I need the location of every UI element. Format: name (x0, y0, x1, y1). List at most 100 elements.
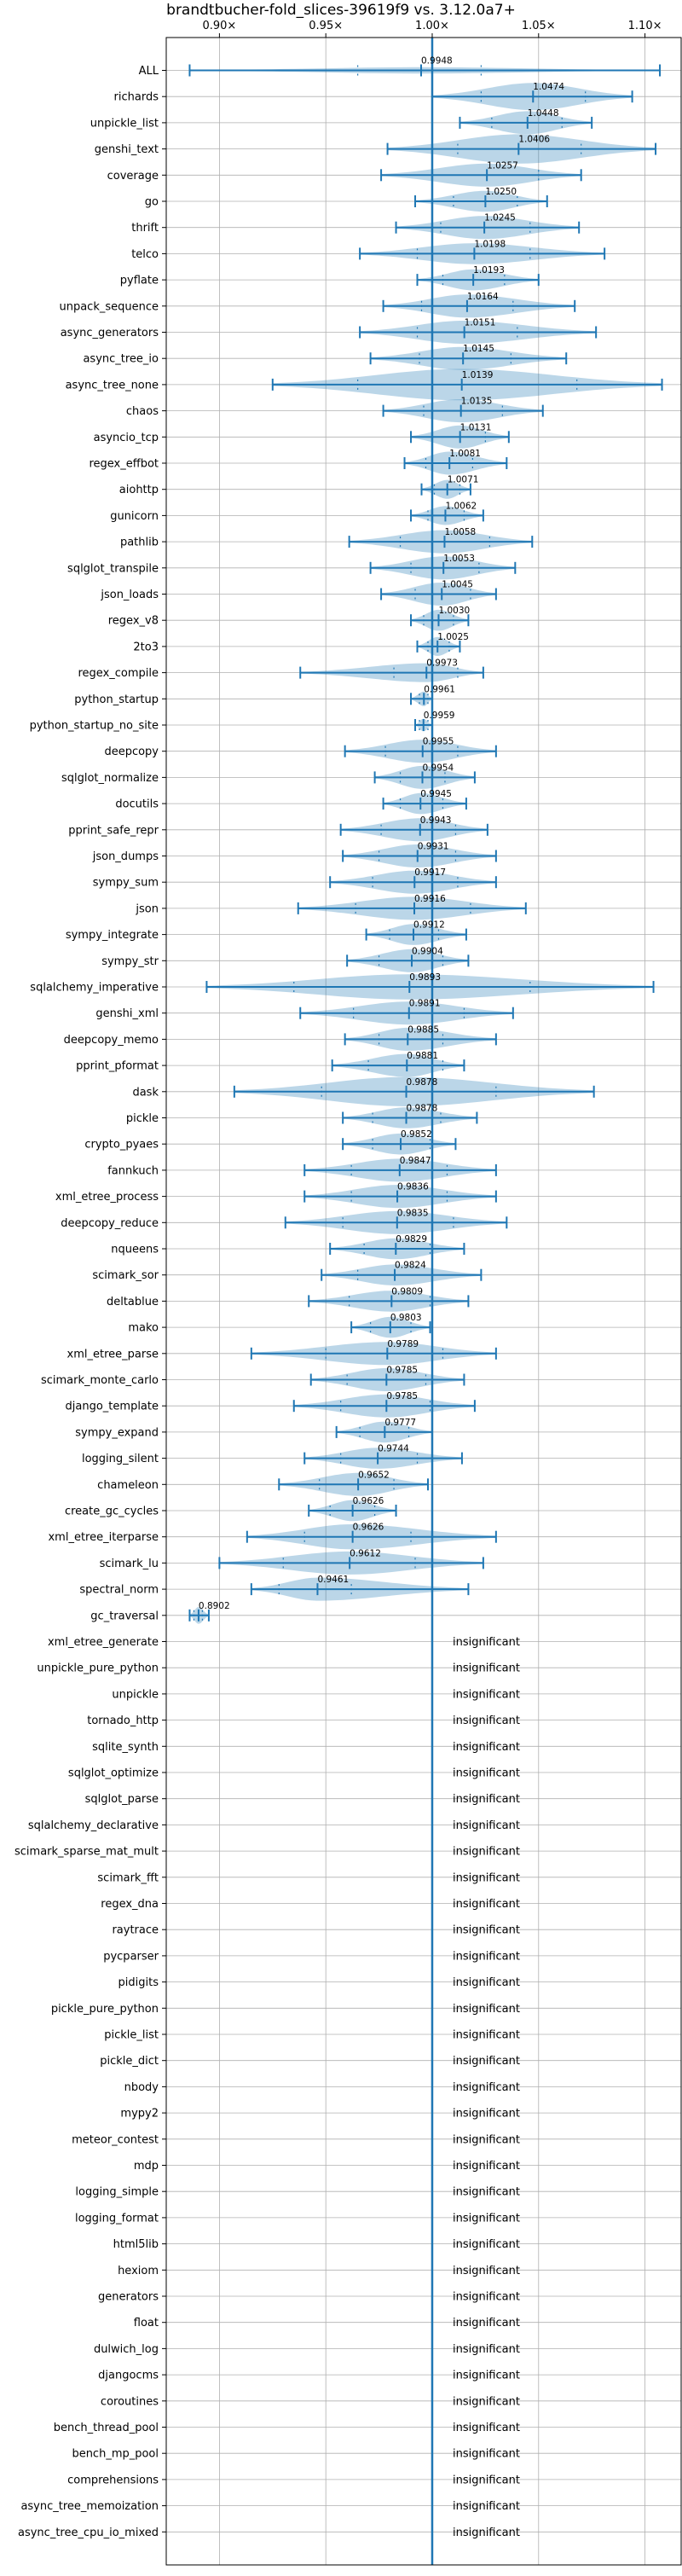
benchmark-label: unpickle_list (90, 117, 159, 130)
insignificant-label: insignificant (453, 1976, 520, 1989)
benchmark-label: bench_mp_pool (72, 2448, 159, 2461)
value-label: 0.9931 (418, 842, 449, 852)
benchmark-label: sqlglot_parse (85, 1793, 159, 1806)
benchmark-label: thrift (131, 222, 159, 235)
benchmark-label: sympy_integrate (66, 929, 159, 942)
benchmark-label: unpickle_pure_python (37, 1662, 159, 1675)
value-label: 0.9891 (409, 999, 441, 1009)
benchmark-label: async_generators (61, 327, 159, 339)
insignificant-label: insignificant (453, 2081, 520, 2094)
insignificant-label: insignificant (453, 2108, 520, 2121)
value-label: 0.9885 (407, 1024, 439, 1035)
benchmark-label: aiohttp (119, 484, 159, 496)
benchmark-label: pycparser (103, 1950, 159, 1963)
insignificant-label: insignificant (453, 1924, 520, 1937)
benchmark-label: deepcopy_memo (64, 1034, 159, 1047)
benchmark-label: mypy2 (120, 2108, 159, 2121)
benchmark-label: comprehensions (67, 2474, 159, 2486)
benchmark-label: pidigits (118, 1976, 159, 1989)
benchmark-label: mdp (134, 2160, 159, 2173)
insignificant-label: insignificant (453, 2474, 520, 2486)
benchmark-label: hexiom (118, 2265, 159, 2277)
value-label: 1.0164 (467, 292, 499, 302)
benchmark-label: regex_v8 (108, 615, 159, 628)
benchmark-label: gunicorn (110, 510, 159, 523)
value-label: 0.9626 (353, 1496, 384, 1506)
insignificant-label: insignificant (453, 2343, 520, 2356)
benchmark-label: regex_dna (101, 1898, 159, 1911)
insignificant-label: insignificant (453, 2527, 520, 2539)
benchmark-label: dulwich_log (94, 2343, 159, 2356)
value-label: 0.9904 (412, 946, 443, 956)
insignificant-label: insignificant (453, 1819, 520, 1832)
benchmark-label: nbody (124, 2081, 159, 2094)
benchmark-label: pprint_pformat (76, 1060, 159, 1073)
benchmark-label: sqlalchemy_imperative (30, 982, 159, 995)
benchmark-label: sqlglot_normalize (61, 772, 159, 785)
x-tick-label: 1.10× (628, 20, 662, 32)
value-label: 0.9803 (390, 1313, 422, 1323)
benchmark-label: mako (128, 1322, 159, 1335)
value-label: 1.0053 (443, 554, 475, 564)
value-label: 1.0139 (462, 370, 494, 380)
benchmark-label: raytrace (112, 1924, 159, 1937)
benchmark-label: scimark_sparse_mat_mult (14, 1846, 159, 1859)
value-label: 0.9809 (391, 1286, 423, 1297)
insignificant-label: insignificant (453, 1793, 520, 1806)
benchmark-label: fannkuch (107, 1164, 159, 1177)
value-label: 1.0135 (461, 397, 493, 407)
value-label: 0.9917 (414, 867, 446, 878)
x-tick-label: 0.90× (202, 20, 236, 32)
insignificant-label: insignificant (453, 2212, 520, 2225)
x-tick-label: 1.05× (522, 20, 556, 32)
insignificant-label: insignificant (453, 2133, 520, 2146)
value-label: 0.9916 (414, 894, 446, 904)
x-tick-label: 0.95× (309, 20, 343, 32)
value-label: 0.9878 (407, 1104, 438, 1114)
insignificant-label: insignificant (453, 1636, 520, 1649)
benchmark-label: json (135, 902, 159, 915)
value-label: 0.9959 (424, 711, 455, 721)
value-label: 0.9943 (420, 815, 452, 826)
insignificant-label: insignificant (453, 2186, 520, 2199)
benchmark-label: pickle_pure_python (51, 2003, 159, 2016)
value-label: 0.9835 (397, 1208, 429, 1218)
value-label: 1.0071 (448, 475, 479, 485)
plot-frame (165, 37, 682, 2566)
benchmark-label: xml_etree_parse (67, 1348, 159, 1361)
value-label: 0.9744 (378, 1444, 409, 1454)
benchmark-label: deepcopy (104, 746, 159, 758)
benchmark-label: sympy_sum (93, 877, 159, 890)
insignificant-label: insignificant (453, 2317, 520, 2329)
benchmark-label: sqlglot_transpile (67, 562, 159, 575)
benchmark-label: asyncio_tcp (94, 432, 159, 444)
value-label: 0.9954 (423, 763, 454, 773)
insignificant-label: insignificant (453, 2422, 520, 2434)
benchmark-label: coverage (107, 170, 159, 183)
value-label: 0.9785 (386, 1366, 418, 1376)
value-label: 1.0257 (487, 160, 518, 171)
benchmark-label: html5lib (113, 2238, 159, 2251)
benchmark-label: sqlalchemy_declarative (28, 1819, 159, 1832)
benchmark-label: xml_etree_process (55, 1191, 159, 1204)
value-label: 0.9847 (400, 1156, 431, 1166)
benchmark-label: json_dumps (92, 850, 159, 863)
benchmark-label: async_tree_io (83, 353, 159, 366)
insignificant-label: insignificant (453, 2160, 520, 2173)
value-label: 1.0062 (445, 501, 477, 511)
insignificant-label: insignificant (453, 2055, 520, 2068)
benchmark-label: logging_format (75, 2212, 159, 2225)
value-label: 0.8902 (199, 1601, 230, 1611)
benchmark-label: coroutines (101, 2395, 159, 2408)
insignificant-label: insignificant (453, 2265, 520, 2277)
benchmark-label: richards (114, 91, 159, 104)
benchmark-label: crypto_pyaes (84, 1139, 159, 1152)
value-label: 1.0198 (474, 239, 506, 249)
value-label: 0.9824 (395, 1261, 426, 1271)
value-label: 0.9461 (317, 1575, 349, 1585)
benchmark-label: python_startup (74, 693, 159, 706)
value-label: 0.9961 (424, 684, 455, 694)
value-label: 0.9893 (409, 972, 441, 983)
benchmark-label: scimark_monte_carlo (41, 1374, 159, 1387)
value-label: 1.0250 (485, 187, 517, 197)
